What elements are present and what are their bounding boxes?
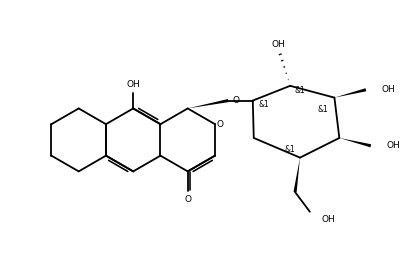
Polygon shape: [294, 158, 300, 192]
Text: OH: OH: [126, 80, 140, 89]
Text: &1: &1: [259, 100, 269, 109]
Polygon shape: [339, 138, 371, 147]
Text: O: O: [184, 195, 191, 204]
Polygon shape: [334, 88, 366, 98]
Text: O: O: [217, 120, 224, 129]
Text: &1: &1: [317, 105, 328, 114]
Polygon shape: [188, 99, 229, 109]
Text: &1: &1: [294, 86, 305, 95]
Text: O: O: [232, 96, 239, 105]
Text: &1: &1: [284, 145, 295, 154]
Text: OH: OH: [387, 141, 400, 150]
Text: OH: OH: [271, 40, 285, 49]
Text: OH: OH: [322, 215, 335, 224]
Text: OH: OH: [382, 85, 395, 94]
